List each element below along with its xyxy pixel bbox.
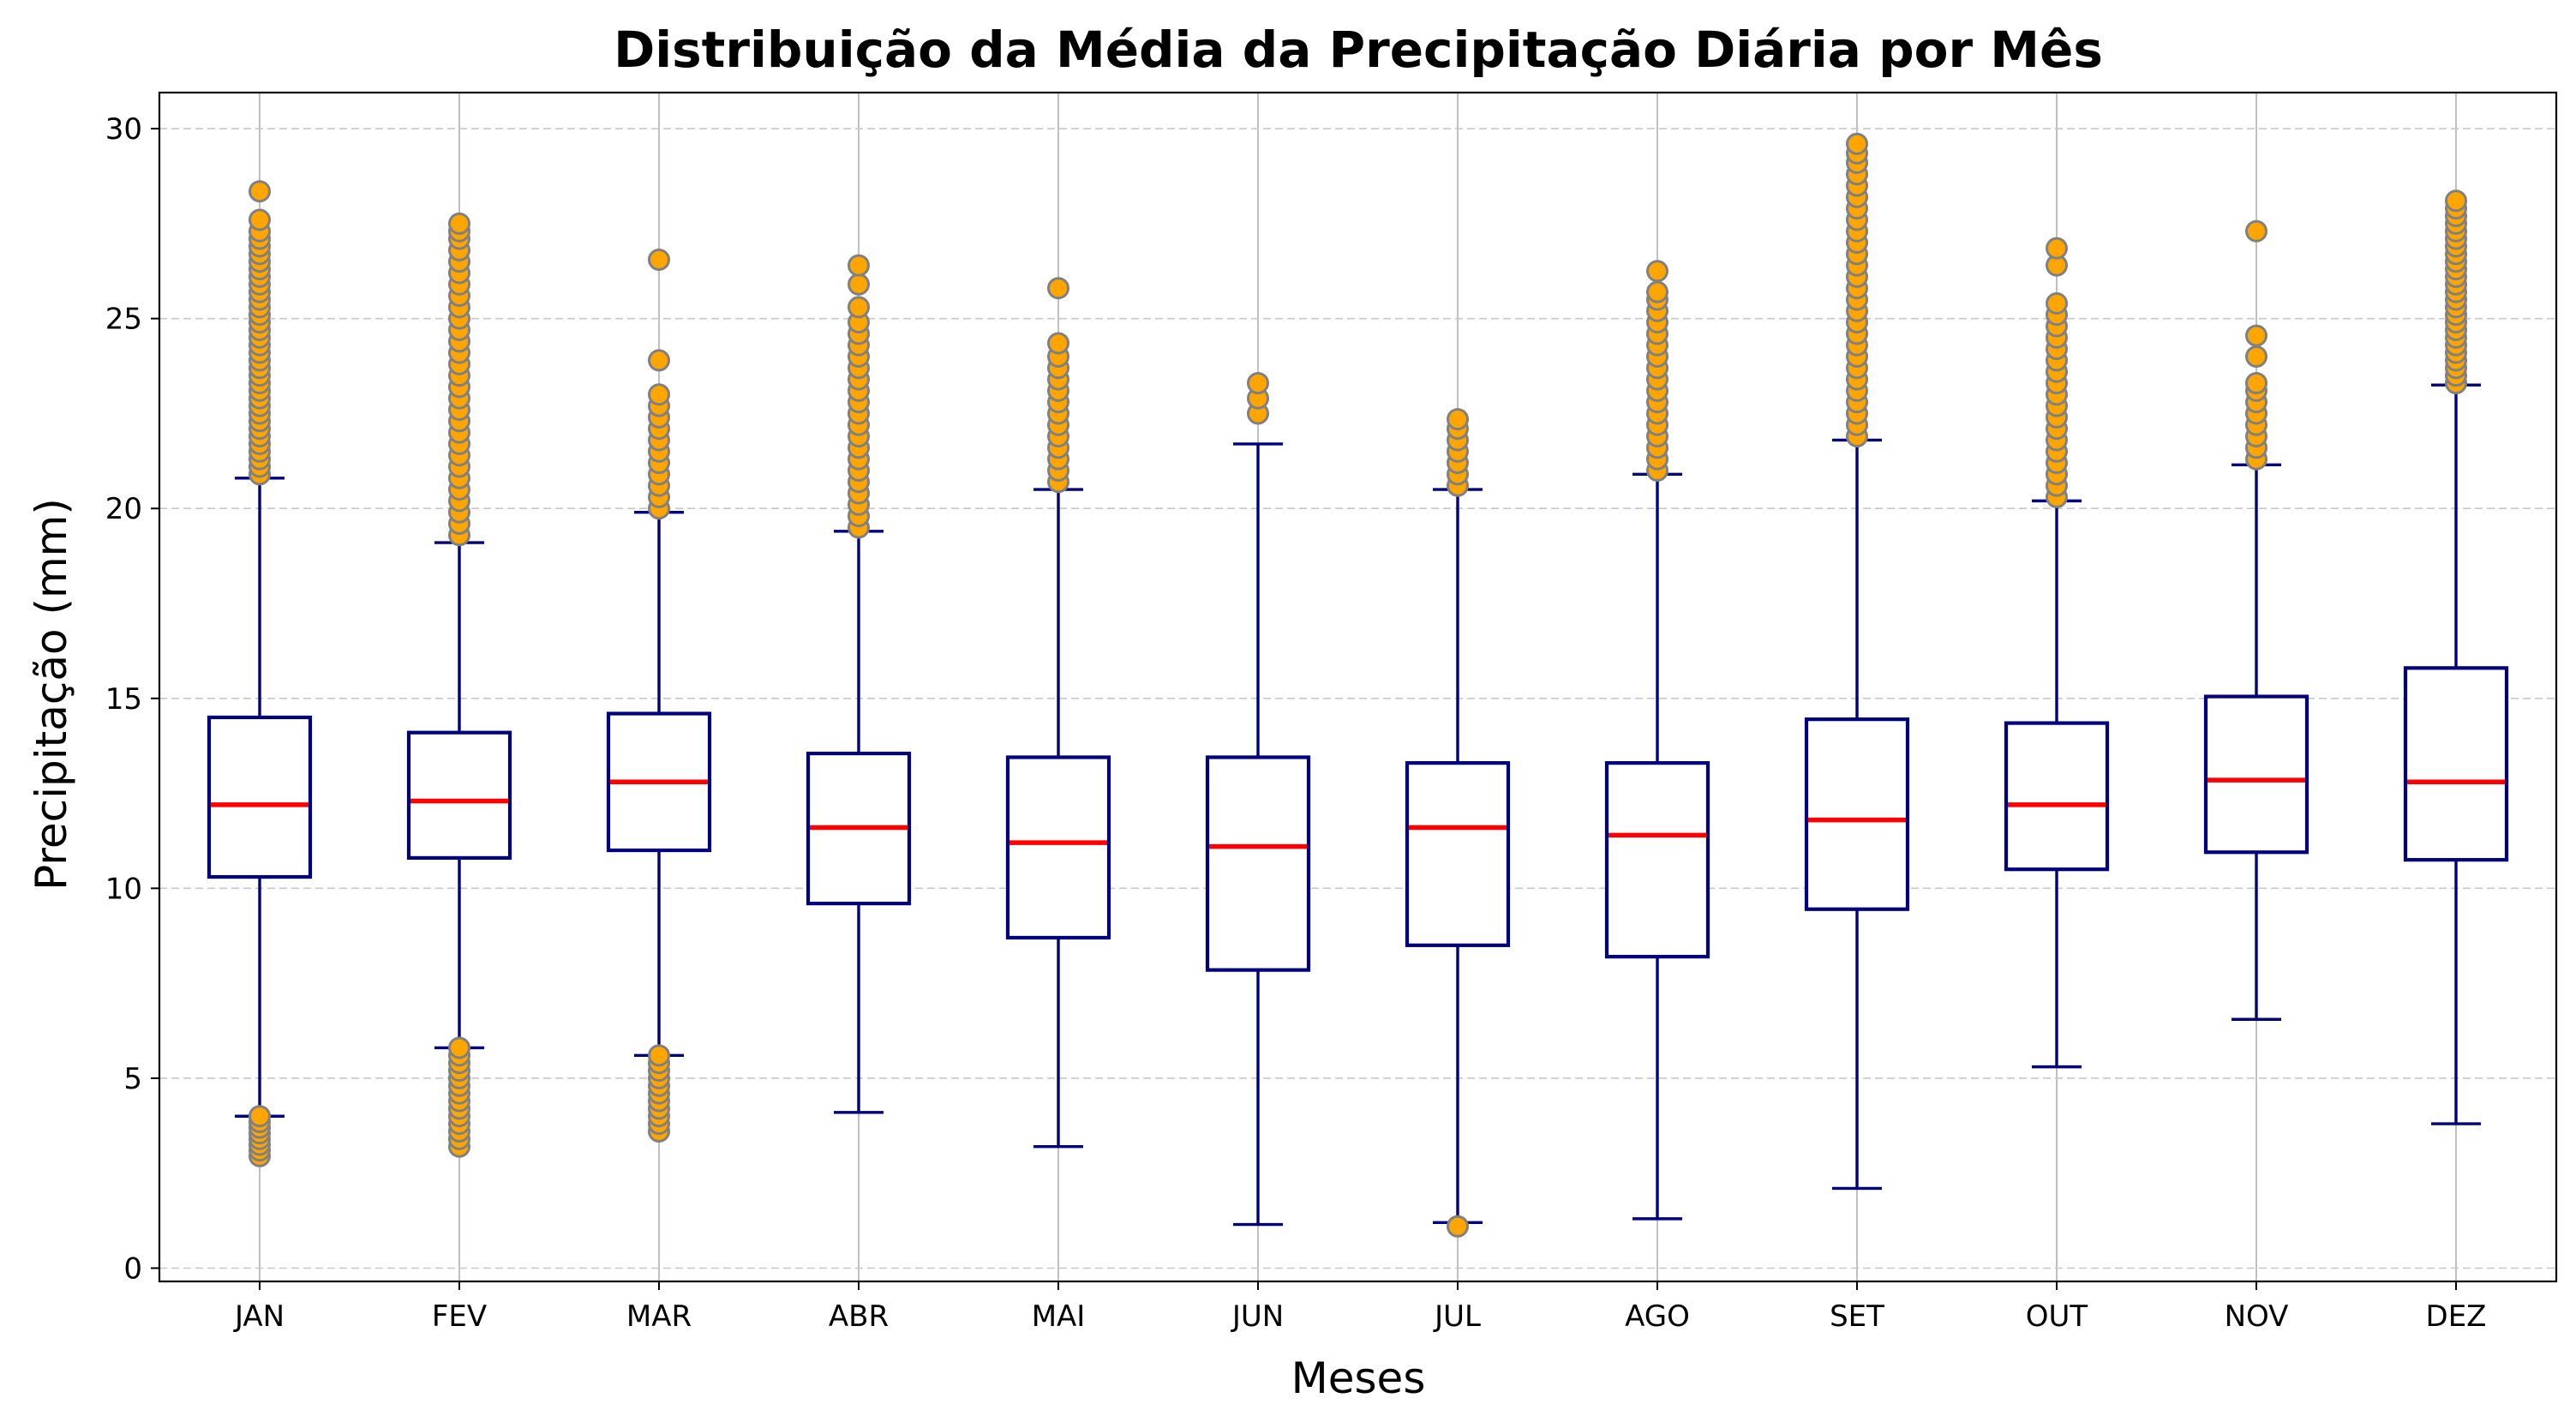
- box-mai: [1005, 277, 1111, 1149]
- outlier-point: [2046, 237, 2068, 260]
- x-tick-label: SET: [1830, 1299, 1884, 1334]
- iqr-box: [406, 730, 512, 861]
- outlier-point: [848, 296, 870, 319]
- x-tick-label: MAI: [1032, 1299, 1086, 1334]
- iqr-box: [1405, 761, 1511, 947]
- iqr-box: [207, 715, 313, 879]
- outlier-point: [848, 273, 870, 296]
- x-tick-label: JUN: [1231, 1299, 1284, 1334]
- iqr-box: [1604, 761, 1710, 959]
- y-axis-label: Precipitação (mm): [27, 498, 76, 891]
- box-jun: [1205, 371, 1311, 1227]
- chart-title: Distribuição da Média da Precipitação Di…: [614, 21, 2103, 79]
- outlier-point: [2245, 219, 2267, 243]
- iqr-box: [2004, 721, 2110, 872]
- outlier-point: [1447, 1215, 1469, 1238]
- outlier-point: [2245, 324, 2267, 347]
- outlier-point: [249, 1105, 271, 1128]
- y-tick-label: 30: [105, 112, 142, 147]
- plot-layer: [207, 132, 2509, 1238]
- outlier-point: [1047, 277, 1069, 300]
- x-tick-label: DEZ: [2426, 1299, 2487, 1334]
- iqr-box: [1005, 755, 1111, 940]
- box-jan: [207, 180, 313, 1167]
- outlier-point: [1646, 280, 1668, 303]
- x-tick-label: FEV: [432, 1299, 487, 1334]
- box-ago: [1604, 260, 1710, 1221]
- box-fev: [406, 212, 512, 1158]
- outlier-point: [1047, 332, 1069, 355]
- x-tick-label: OUT: [2026, 1299, 2088, 1334]
- iqr-box: [1804, 717, 1910, 911]
- outlier-point: [848, 254, 870, 277]
- y-tick-label: 25: [105, 303, 142, 337]
- outlier-point: [448, 212, 470, 235]
- y-tick-label: 15: [105, 682, 142, 717]
- outlier-point: [2245, 345, 2267, 368]
- x-tick-label: NOV: [2225, 1299, 2289, 1334]
- box-dez: [2403, 189, 2509, 1125]
- box-nov: [2203, 219, 2309, 1021]
- x-tick-label: JUL: [1433, 1299, 1481, 1334]
- axes-layer: 0 5 10 15 20 25 30 JAN FEV MAR ABR MAI JUN JUL AGO SET O…: [105, 91, 2558, 1334]
- iqr-box: [2403, 666, 2509, 862]
- x-tick-label: MAR: [626, 1299, 692, 1334]
- box-jul: [1405, 408, 1511, 1238]
- outlier-point: [2046, 291, 2068, 315]
- plot-frame: [158, 91, 2558, 1283]
- x-tick-label: ABR: [829, 1299, 889, 1334]
- outlier-point: [648, 383, 670, 406]
- x-axis-label: Meses: [1291, 1353, 1426, 1403]
- outlier-point: [1846, 132, 1868, 155]
- y-tick-label: 0: [123, 1251, 142, 1286]
- outlier-point: [2445, 189, 2467, 213]
- outlier-point: [648, 1044, 670, 1067]
- grid-layer: [159, 93, 2556, 1281]
- outlier-point: [1646, 260, 1668, 283]
- outlier-point: [2245, 371, 2267, 394]
- outlier-point: [1247, 371, 1269, 394]
- y-tick-label: 10: [105, 872, 142, 906]
- x-tick-label: AGO: [1625, 1299, 1690, 1334]
- outlier-point: [448, 1036, 470, 1059]
- iqr-box: [1205, 755, 1311, 972]
- outlier-point: [648, 248, 670, 271]
- y-tick-label: 20: [105, 492, 142, 526]
- x-tick-label: JAN: [233, 1299, 285, 1334]
- outlier-point: [648, 349, 670, 372]
- box-set: [1804, 132, 1910, 1191]
- box-abr: [806, 254, 912, 1114]
- outlier-point: [1447, 408, 1469, 431]
- outlier-point: [249, 208, 271, 231]
- outlier-point: [249, 180, 271, 203]
- y-tick-label: 5: [123, 1062, 142, 1096]
- box-mar: [606, 248, 712, 1143]
- box-out: [2004, 237, 2110, 1069]
- iqr-box: [2203, 694, 2309, 855]
